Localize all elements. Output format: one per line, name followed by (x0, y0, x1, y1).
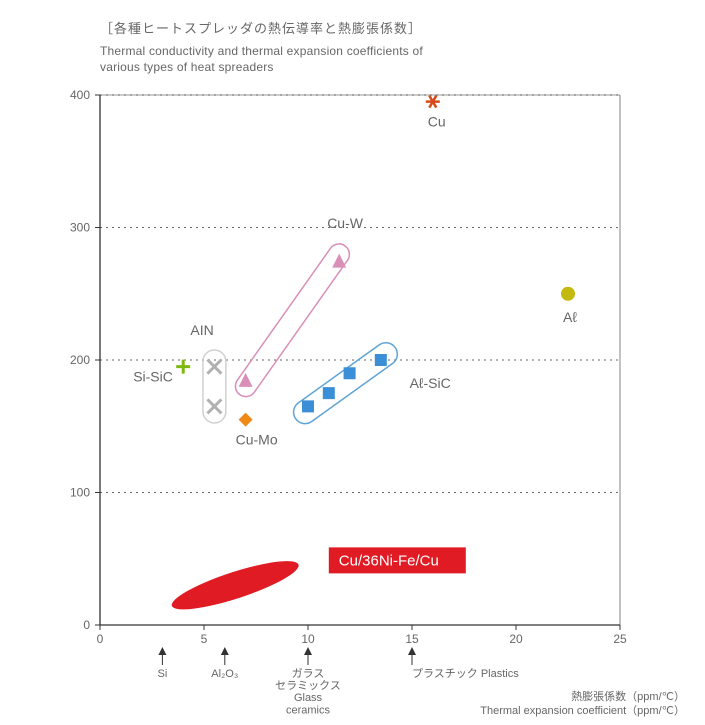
svg-text:Si: Si (158, 668, 168, 680)
svg-text:0: 0 (83, 618, 90, 632)
svg-text:Aℓ-SiC: Aℓ-SiC (410, 375, 451, 391)
svg-text:Cu: Cu (428, 114, 446, 130)
svg-text:10: 10 (301, 632, 315, 646)
svg-text:25: 25 (613, 632, 627, 646)
svg-text:Cu-Mo: Cu-Mo (236, 432, 278, 448)
svg-text:AIN: AIN (190, 322, 213, 338)
svg-text:100: 100 (70, 486, 90, 500)
svg-text:15: 15 (405, 632, 419, 646)
x-axis-label: 熱膨張係数（ppm/℃） Thermal expansion coefficie… (390, 690, 685, 719)
svg-text:Cu/36Ni-Fe/Cu: Cu/36Ni-Fe/Cu (339, 552, 439, 569)
svg-text:プラスチック Plastics: プラスチック Plastics (412, 667, 519, 680)
svg-text:400: 400 (70, 88, 90, 102)
svg-text:300: 300 (70, 221, 90, 235)
svg-text:Cu-W: Cu-W (327, 215, 364, 231)
svg-text:5: 5 (201, 632, 208, 646)
svg-text:Si-SiC: Si-SiC (133, 369, 173, 385)
scatter-chart: 0 100 200 300 400 0 5 10 15 20 25 Si Al₂O₃ ガラスセラミックスG… (0, 0, 705, 725)
svg-text:ガラスセラミックスGlassceramics: ガラスセラミックスGlassceramics (275, 667, 341, 716)
svg-text:Aℓ: Aℓ (563, 309, 577, 325)
svg-text:200: 200 (70, 353, 90, 367)
svg-text:20: 20 (509, 632, 523, 646)
chart-page: { "title_ja": "［各種ヒートスプレッダの熱伝導率と熱膨張係数］",… (0, 0, 705, 725)
svg-text:Al₂O₃: Al₂O₃ (211, 668, 238, 680)
svg-text:0: 0 (97, 632, 104, 646)
